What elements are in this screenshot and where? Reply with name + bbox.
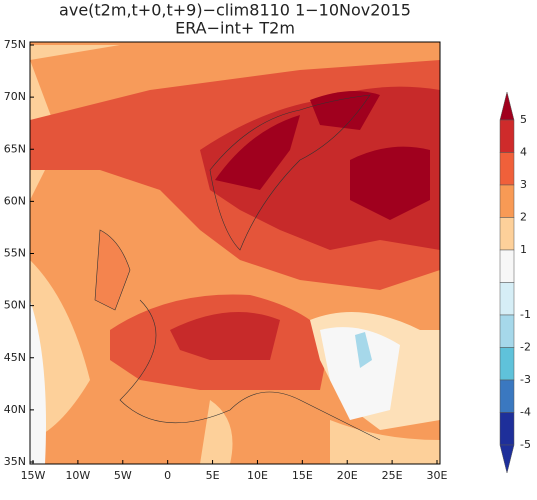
colorbar-bottom: [499, 444, 515, 474]
lon-label: 5W: [114, 469, 132, 482]
colorbar-band: [499, 314, 515, 348]
colorbar-label: 2: [520, 211, 527, 224]
lon-label: 0: [164, 469, 171, 482]
lat-label: 60N: [4, 194, 26, 207]
colorbar-band: [499, 282, 515, 316]
subtitle: ERA−int+ T2m: [175, 19, 295, 38]
lon-label: 15E: [292, 469, 313, 482]
colorbar-band: [499, 379, 515, 413]
lat-label: 75N: [4, 38, 26, 51]
colorbar-label: 1: [520, 243, 527, 256]
colorbar-band: [499, 347, 515, 381]
lon-label: 15W: [21, 469, 46, 482]
colorbar-band: [499, 119, 515, 153]
lon-label: 30E: [427, 469, 448, 482]
colorbar-label: -5: [520, 438, 531, 451]
anomaly-field: [30, 42, 440, 464]
colorbar-label: -4: [520, 406, 531, 419]
colorbar-band: [499, 217, 515, 251]
lon-label: 10W: [65, 469, 90, 482]
lat-label: 50N: [4, 299, 26, 312]
lon-label: 10E: [247, 469, 268, 482]
colorbar-label: 3: [520, 178, 527, 191]
lon-label: 25E: [382, 469, 403, 482]
colorbar-label: 4: [520, 146, 527, 159]
colorbar-label: -1: [520, 308, 531, 321]
lon-label: 5E: [206, 469, 220, 482]
lon-label: 20E: [337, 469, 358, 482]
colorbar-label: 5: [520, 113, 527, 126]
lat-label: 55N: [4, 247, 26, 260]
colorbar-band: [499, 152, 515, 186]
lat-label: 65N: [4, 142, 26, 155]
lat-label: 45N: [4, 351, 26, 364]
lat-label: 35N: [4, 455, 26, 468]
title: ave(t2m,t+0,t+9)−clim8110 1−10Nov2015: [59, 1, 411, 20]
colorbar-band: [499, 184, 515, 218]
colorbar-top: [499, 91, 515, 121]
colorbar-label: -2: [520, 341, 531, 354]
colorbar-label: -3: [520, 373, 531, 386]
colorbar-band: [499, 412, 515, 446]
colorbar-band: [499, 249, 515, 283]
lat-label: 40N: [4, 403, 26, 416]
lat-label: 70N: [4, 90, 26, 103]
